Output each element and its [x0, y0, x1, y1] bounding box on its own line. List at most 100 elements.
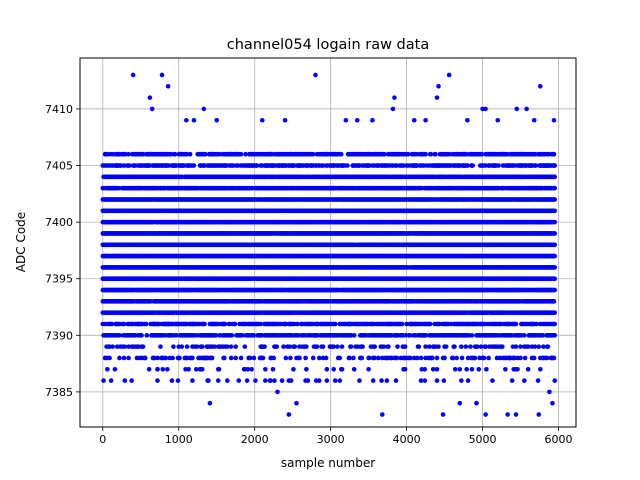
data-point	[297, 355, 302, 361]
data-point	[199, 344, 205, 349]
data-point	[262, 344, 267, 349]
data-point	[105, 366, 110, 372]
data-point	[332, 378, 338, 383]
data-point	[165, 366, 170, 372]
data-point	[351, 366, 357, 372]
data-point	[337, 378, 343, 383]
data-point	[271, 355, 276, 361]
data-point	[143, 321, 149, 327]
data-point	[238, 355, 244, 361]
data-point	[228, 355, 234, 361]
data-point	[232, 321, 238, 327]
data-point	[272, 378, 277, 383]
data-point	[117, 355, 122, 361]
data-point	[109, 321, 115, 327]
data-point	[323, 355, 329, 361]
data-points	[100, 72, 558, 417]
data-point	[351, 333, 357, 338]
data-point	[253, 378, 258, 383]
data-point	[121, 321, 127, 327]
data-point	[174, 333, 179, 338]
data-point	[303, 355, 308, 361]
data-point	[351, 355, 356, 361]
data-point	[292, 344, 298, 349]
data-point	[225, 378, 230, 383]
data-point	[171, 344, 176, 349]
data-point	[244, 378, 250, 383]
data-point	[338, 151, 344, 157]
data-point	[229, 333, 235, 338]
data-point	[206, 378, 211, 383]
data-point	[305, 378, 311, 383]
data-point	[169, 378, 175, 383]
data-point	[310, 355, 316, 361]
data-point	[249, 366, 254, 372]
data-point	[339, 366, 345, 372]
data-point	[155, 378, 160, 383]
data-point	[233, 344, 239, 349]
data-point	[233, 355, 239, 361]
data-point	[172, 151, 178, 157]
data-point	[270, 366, 276, 372]
data-point	[143, 355, 148, 361]
data-point	[324, 366, 330, 372]
data-point	[337, 355, 343, 361]
data-point	[107, 355, 112, 361]
data-point	[209, 355, 215, 361]
data-point	[263, 378, 268, 383]
data-point	[191, 163, 197, 168]
data-point	[190, 378, 195, 383]
data-point	[108, 378, 114, 383]
data-point	[121, 355, 127, 361]
data-point	[215, 378, 221, 383]
data-point	[160, 366, 166, 372]
data-point	[320, 344, 326, 349]
data-point	[139, 333, 144, 338]
data-point	[260, 355, 266, 361]
data-point	[339, 344, 345, 349]
data-point	[158, 344, 163, 349]
data-point	[251, 355, 257, 361]
data-point	[122, 344, 128, 349]
data-point	[263, 366, 268, 372]
data-point	[126, 355, 131, 361]
data-point	[186, 366, 191, 372]
data-point	[331, 366, 336, 372]
data-point	[228, 344, 234, 349]
data-point	[155, 355, 160, 361]
data-point	[122, 378, 128, 383]
data-point	[101, 378, 106, 383]
data-point	[126, 151, 131, 157]
data-point	[345, 163, 350, 168]
data-point	[238, 151, 244, 157]
data-point	[283, 355, 289, 361]
data-point	[177, 355, 182, 361]
data-point	[179, 344, 185, 349]
data-point	[348, 344, 354, 349]
data-point	[170, 355, 175, 361]
data-point	[140, 344, 146, 349]
data-point	[304, 344, 309, 349]
data-point	[117, 333, 122, 338]
data-point	[190, 355, 195, 361]
data-point	[288, 355, 293, 361]
data-point	[274, 344, 280, 349]
data-point	[236, 378, 242, 383]
data-point	[222, 355, 227, 361]
data-point	[288, 378, 294, 383]
data-point	[127, 163, 132, 168]
data-point	[242, 344, 248, 349]
data-point	[304, 366, 309, 372]
data-point	[202, 321, 207, 327]
data-point	[110, 344, 115, 349]
data-point	[129, 378, 134, 383]
data-point	[187, 151, 193, 157]
data-point	[146, 366, 152, 372]
data-point	[279, 378, 285, 383]
data-point	[314, 344, 320, 349]
data-point	[163, 355, 169, 361]
data-point	[332, 321, 338, 327]
data-point	[144, 333, 150, 338]
